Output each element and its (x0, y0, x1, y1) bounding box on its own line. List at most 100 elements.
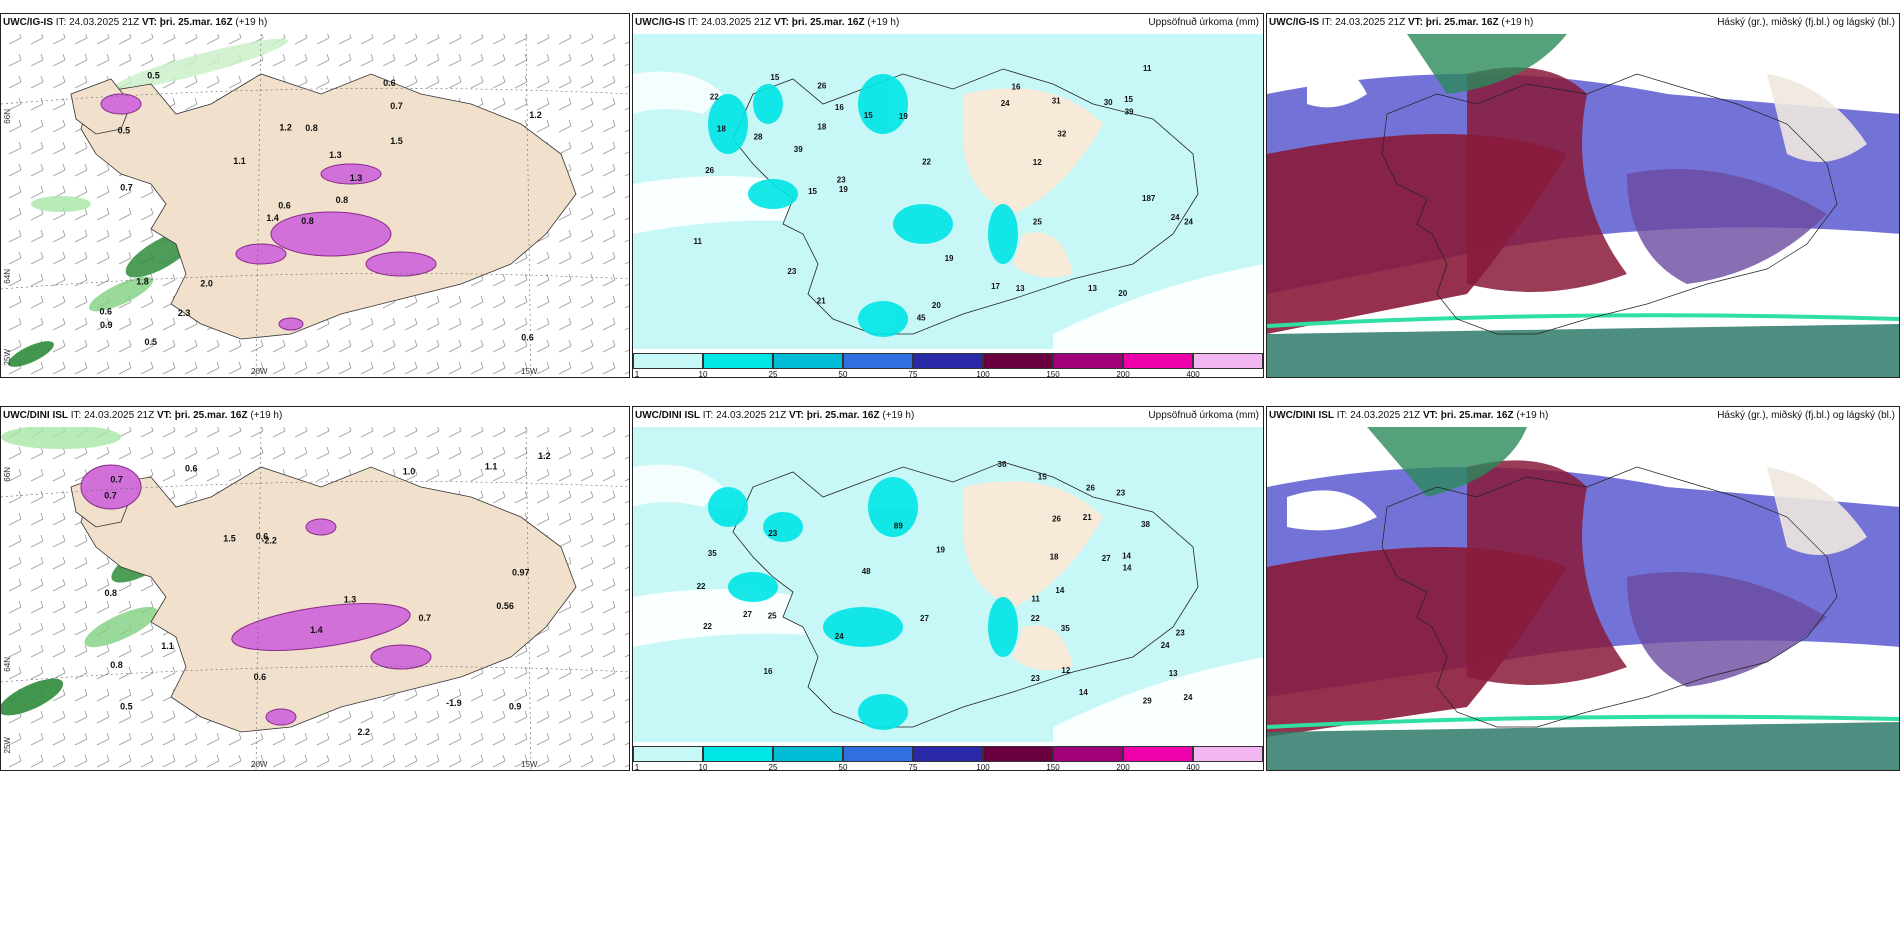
wind-barb-flag (612, 512, 616, 520)
wind-barb (580, 169, 594, 177)
wind-barb-flag (546, 468, 550, 476)
wind-barb (558, 125, 572, 133)
wind-barb (140, 694, 154, 702)
value-label: 15 (1124, 95, 1133, 104)
wind-barb (118, 738, 132, 746)
wind-barb (228, 760, 242, 768)
wind-barb-flag (84, 361, 88, 369)
wind-barb (514, 452, 528, 460)
wind-barb-flag (502, 710, 506, 718)
wind-barb (514, 760, 528, 768)
wind-barb (514, 694, 528, 702)
value-label: 0.8 (336, 195, 349, 205)
wind-barb (602, 235, 616, 243)
value-label: 39 (1125, 107, 1134, 116)
wind-barb-flag (524, 251, 528, 259)
wind-barb-flag (194, 732, 198, 740)
wind-barb-flag (62, 710, 66, 718)
wind-barb (8, 257, 22, 265)
wind-barb (52, 367, 66, 375)
lat-label-64: 64N (3, 657, 12, 672)
wind-map: 0.70.560.50.6-2.2-1.90.81.01.52.20.70.80… (1, 427, 629, 770)
panel-title: UWC/DINI ISL IT: 24.03.2025 21Z VT: þri.… (1269, 410, 1549, 421)
wind-barb (514, 301, 528, 309)
wind-barb (602, 37, 616, 45)
wind-barb (52, 496, 66, 504)
wind-barb (162, 81, 176, 89)
wind-barb-flag (84, 295, 88, 303)
wind-barb (52, 474, 66, 482)
wind-barb-flag (62, 490, 66, 498)
value-label: 24 (1184, 218, 1193, 227)
panel-title: UWC/DINI ISL IT: 24.03.2025 21Z VT: þri.… (635, 410, 915, 421)
wind-barb (492, 301, 506, 309)
wind-barb (602, 103, 616, 111)
wind-barb-flag (502, 339, 506, 347)
wind-barb (30, 37, 44, 45)
value-label: 14 (1123, 564, 1132, 573)
wind-barb-flag (305, 34, 308, 39)
wind-barb-flag (590, 446, 594, 454)
wind-barb-flag (349, 34, 352, 39)
wind-barb (602, 323, 616, 331)
wind-barb (558, 345, 572, 353)
wind-barb (30, 672, 44, 680)
wind-barb-flag (84, 534, 88, 542)
wind-barb (140, 301, 154, 309)
wind-barb (558, 716, 572, 724)
wind-barb-flag (590, 710, 594, 718)
colorbar-tick: 25 (768, 370, 778, 378)
wind-barb (74, 716, 88, 724)
value-label: 13 (1088, 284, 1097, 293)
wind-barb (316, 452, 330, 460)
wind-barb (514, 738, 528, 746)
wind-barb-flag (524, 666, 528, 674)
wind-barb-flag (590, 339, 594, 347)
wind-barb-flag (436, 361, 440, 369)
wind-barb-flag (568, 600, 572, 608)
wind-barb (580, 760, 594, 768)
wind-barb-flag (590, 207, 594, 215)
value-label: 28 (754, 132, 763, 141)
cloud-map (1267, 427, 1899, 770)
wind-barb-flag (546, 644, 550, 652)
value-label: 19 (899, 112, 908, 121)
wind-barb (492, 367, 506, 375)
wind-barb (118, 672, 132, 680)
value-label: 17 (991, 282, 1000, 291)
wind-barb-flag (283, 34, 286, 39)
wind-barb (514, 257, 528, 265)
value-label: 0.7 (104, 491, 117, 501)
wind-barb (404, 301, 418, 309)
wind-barb-flag (590, 468, 594, 476)
wind-barb-flag (370, 361, 374, 369)
wind-barb-flag (348, 468, 352, 476)
wind-barb (30, 584, 44, 592)
wind-barb-flag (84, 163, 88, 171)
value-label: 14 (1079, 688, 1088, 697)
wind-barb (426, 716, 440, 724)
value-label: 1.3 (344, 595, 357, 605)
wind-barb (558, 760, 572, 768)
colorbar-tick: 150 (1046, 370, 1060, 378)
wind-barb (470, 738, 484, 746)
wind-barb-flag (392, 754, 396, 762)
wind-barb (404, 452, 418, 460)
wind-barb-flag (106, 732, 110, 740)
value-label: 19 (945, 254, 954, 263)
wind-barb (558, 147, 572, 155)
wind-barb (404, 367, 418, 375)
wind-barb (536, 518, 550, 526)
wind-barb (140, 672, 154, 680)
wind-barb-flag (568, 710, 572, 718)
wind-barb (74, 301, 88, 309)
value-label: 22 (710, 93, 719, 102)
wind-barb (74, 235, 88, 243)
wind-barb (30, 301, 44, 309)
lat-label-66: 66N (3, 467, 12, 482)
wind-barb-flag (371, 34, 374, 39)
wind-barb (360, 452, 374, 460)
value-label: 0.7 (419, 613, 432, 623)
wind-barb-flag (568, 163, 572, 171)
wind-barb (558, 650, 572, 658)
